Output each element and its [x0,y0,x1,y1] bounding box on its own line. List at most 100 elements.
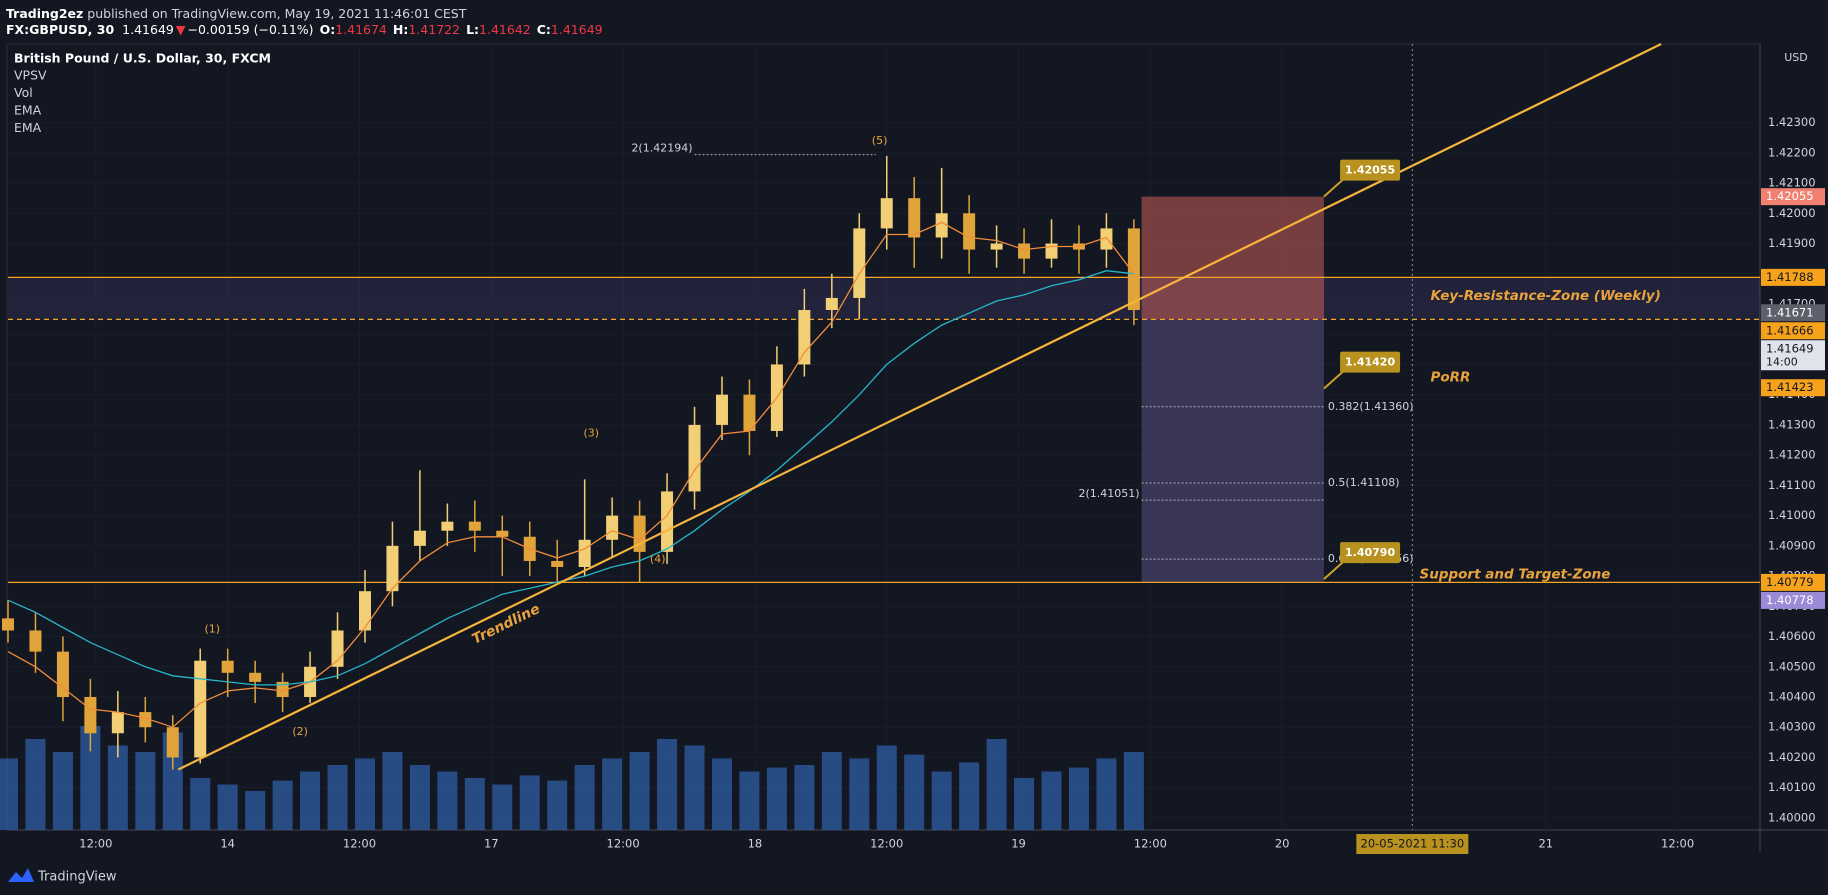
target-area [1141,319,1324,583]
y-tick-label: 1.42200 [1768,145,1816,159]
candle-body [194,660,207,758]
price-badge [1761,304,1825,322]
price: 1.41649 [122,22,174,37]
callout-box [1340,159,1401,181]
volume-bar [135,752,156,830]
plot-area [6,43,1761,831]
volume-bar [272,780,293,830]
volume-bar [931,771,952,830]
callout-label: 1.42055 [1345,164,1395,177]
resistance-zone [8,277,1760,320]
candle-body [2,618,14,631]
x-tick-label: 12:00 [1661,837,1694,851]
price-badge [1761,591,1825,609]
volume-bar [547,780,568,830]
wave-label: (5) [872,134,888,147]
x-tick-label: 12:00 [79,837,112,851]
ema-line [7,221,1135,728]
volume-bar [794,765,815,830]
price-badge-label: 1.41423 [1766,380,1814,394]
volume-bar [245,791,266,830]
candle-body [111,712,124,734]
volume-bar [409,765,430,830]
symbol: FX:GBPUSD, 30 [6,22,114,37]
candle-body [935,213,948,238]
y-tick-label: 1.41100 [1768,478,1816,492]
candle-body [386,545,399,592]
wave-label: (1) [205,622,221,635]
volume-bar [464,778,485,830]
direction: ▼ [176,22,186,37]
candle-body [56,651,69,697]
volume-bar [107,745,128,830]
callout-pointer [1323,177,1345,198]
x-tick-label: 14 [220,837,235,851]
candle-body [578,539,591,567]
volume-bar [602,758,623,830]
logo-shape [8,868,34,882]
candle-body [1100,228,1113,250]
candle-body [606,515,619,540]
y-tick-label: 1.40900 [1768,538,1816,552]
volume-bar [519,775,540,830]
volume-bar [766,767,787,830]
volume-bar [0,758,18,830]
candle-body [661,491,674,552]
candle-body [413,530,426,546]
y-tick-label: 1.41000 [1768,508,1816,522]
indicator-legend: Vol [14,85,33,100]
volume-bar [821,752,842,830]
volume-bar [1014,778,1035,830]
callout-box [1340,542,1401,564]
price-badge-label: 1.41649 [1766,341,1814,355]
price-badge [1761,379,1825,397]
ema-line [7,270,1134,686]
candle-body [688,424,701,492]
wave-label: (4) [650,552,666,565]
cursor-label: 20-05-2021 11:30 [1361,837,1465,851]
volume-bar [492,784,513,830]
projection-label: 2(1.41051) [1079,487,1140,500]
volume-bar [300,771,321,830]
ohlc-label: C: [537,22,551,37]
candle-body [468,521,481,531]
x-tick-label: 12:00 [870,837,903,851]
x-tick-label: 12:00 [607,837,640,851]
price-badge [1761,188,1825,206]
y-tick-label: 1.40000 [1768,810,1816,824]
currency: USD [1784,51,1808,64]
price-badge-label: 1.41671 [1766,305,1814,319]
y-tick-label: 1.41900 [1768,236,1816,250]
candle-body [249,672,262,682]
volume-bar [327,765,348,830]
author: Trading2ez [6,6,83,21]
price-badge [1761,340,1825,371]
ohlc-value: 1.41649 [551,22,603,37]
volume-bar [217,784,238,830]
y-tick-label: 1.42100 [1768,176,1816,190]
y-tick-label: 1.40300 [1768,720,1816,734]
volume-bar [1068,767,1089,830]
callout-box [1340,351,1401,373]
x-tick-label: 12:00 [343,837,376,851]
header-line: FX:GBPUSD, 30 1.41649 ▼ −0.00159 (−0.11%) O:… [6,22,603,37]
ohlc-value: 1.41642 [479,22,531,37]
fib-label: 0.5(1.41108) [1328,476,1400,489]
x-tick-label: 17 [484,837,499,851]
x-tick-label: 19 [1011,837,1026,851]
fib-label: 0.382(1.41360) [1328,400,1414,413]
zone-label: Key-Resistance-Zone (Weekly) [1430,288,1660,304]
volume-bar [382,752,403,830]
chart-title: British Pound / U.S. Dollar, 30, FXCM [14,51,271,66]
volume-bar [849,758,870,830]
price-badge-label: 1.41666 [1766,323,1814,337]
brand: TradingView [37,870,117,885]
y-tick-label: 1.41300 [1768,417,1816,431]
volume-bar [739,771,760,830]
y-tick-label: 1.40500 [1768,659,1816,673]
candle-body [963,213,976,250]
volume-bar [25,739,46,830]
candle-body [551,560,564,567]
x-tick-label: 20 [1275,837,1290,851]
